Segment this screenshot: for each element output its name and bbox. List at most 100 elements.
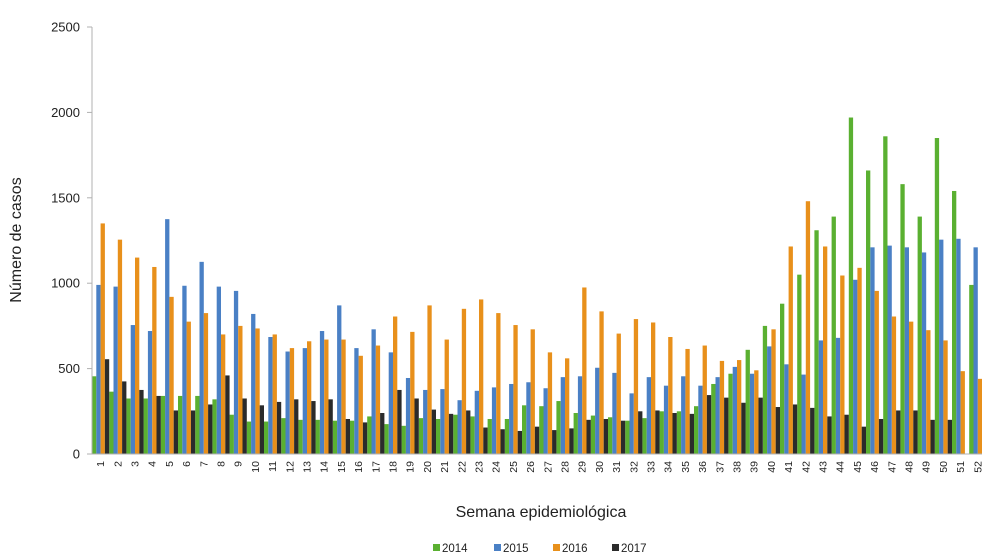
bar-2017-week-28 [569, 428, 574, 454]
bar-2016-week-33 [651, 322, 656, 454]
bar-2015-week-5 [165, 219, 170, 454]
x-tick-label: 31 [611, 461, 623, 473]
bar-2016-week-14 [324, 339, 329, 454]
bar-2017-week-34 [672, 413, 677, 454]
bar-2015-week-3 [130, 325, 135, 454]
bar-2016-week-45 [857, 267, 862, 454]
bar-2016-week-4 [152, 266, 157, 454]
bar-2016-week-22 [461, 308, 467, 454]
bar-2014-week-43 [814, 230, 819, 454]
bar-2015-week-48 [904, 247, 909, 454]
bar-2015-week-26 [526, 382, 531, 454]
bar-2017-week-50 [947, 419, 952, 454]
bar-2016-week-19 [410, 331, 415, 454]
bar-2017-week-44 [844, 414, 849, 454]
bar-2016-week-24 [496, 313, 501, 454]
x-tick-label: 13 [302, 461, 314, 473]
bar-2015-week-7 [199, 261, 204, 454]
bar-2016-week-26 [530, 329, 535, 454]
bar-2017-week-10 [259, 405, 264, 454]
bar-2016-week-12 [289, 348, 295, 454]
bar-2015-week-49 [921, 252, 927, 454]
bar-2014-week-28 [556, 401, 561, 454]
bar-2014-week-12 [281, 418, 286, 454]
bar-2017-week-31 [620, 420, 626, 454]
bar-2015-week-11 [268, 337, 273, 454]
bar-2015-week-42 [801, 374, 806, 454]
bar-2017-week-26 [534, 426, 540, 454]
bar-2016-week-51 [960, 371, 965, 454]
bar-2014-week-17 [367, 416, 372, 454]
y-tick-label: 1000 [51, 276, 80, 291]
legend-label-2015: 2015 [503, 543, 529, 555]
x-tick-label: 52 [972, 461, 982, 473]
bar-2014-week-29 [573, 413, 578, 454]
bar-2015-week-2 [113, 286, 118, 454]
x-tick-label: 39 [749, 461, 761, 473]
x-tick-label: 6 [181, 461, 193, 467]
bar-2016-week-34 [668, 337, 673, 454]
bar-2016-week-49 [926, 330, 931, 454]
bar-2014-week-21 [436, 418, 441, 454]
bar-2015-week-6 [182, 285, 187, 454]
legend-label-2014: 2014 [442, 543, 468, 555]
bar-2017-week-39 [758, 397, 763, 454]
bar-2014-week-3 [126, 398, 131, 454]
bar-2015-week-14 [319, 331, 325, 454]
bar-2014-week-4 [143, 398, 148, 454]
legend-swatch-2016 [553, 544, 560, 551]
bar-2017-week-3 [139, 389, 144, 454]
x-axis-title: Semana epidemiológica [456, 504, 627, 521]
bar-2016-week-23 [479, 299, 484, 454]
bar-2014-week-52 [969, 284, 974, 454]
bar-2014-week-1 [92, 376, 97, 454]
x-tick-label: 43 [818, 461, 830, 473]
bar-2015-week-50 [939, 239, 944, 454]
bar-2015-week-10 [251, 313, 256, 454]
bar-2015-week-13 [302, 348, 307, 454]
bar-2014-week-14 [315, 419, 320, 454]
x-tick-label: 28 [560, 461, 572, 473]
bar-2016-week-1 [100, 223, 105, 454]
bar-2016-week-20 [427, 305, 432, 454]
bar-2017-week-33 [655, 410, 660, 454]
bar-2016-week-18 [393, 316, 398, 454]
bar-2014-week-13 [298, 419, 303, 454]
bar-2015-week-25 [509, 383, 514, 454]
legend-swatch-2014 [433, 544, 440, 551]
x-tick-label: 33 [646, 461, 658, 473]
bar-2015-week-9 [233, 290, 239, 454]
bar-2017-week-48 [913, 410, 918, 454]
bar-2014-week-23 [470, 416, 475, 454]
bar-2017-week-16 [362, 422, 368, 454]
bar-2016-week-35 [685, 348, 690, 454]
x-tick-label: 19 [405, 461, 417, 473]
x-tick-label: 41 [783, 461, 795, 473]
bar-2015-week-16 [354, 348, 359, 454]
bar-2015-week-22 [457, 400, 462, 454]
bar-2017-week-27 [552, 430, 557, 454]
bar-2017-week-29 [586, 419, 591, 454]
bar-2015-week-36 [698, 385, 703, 454]
bar-2016-week-27 [547, 352, 553, 454]
bar-2016-week-5 [169, 296, 174, 454]
x-tick-label: 37 [714, 461, 726, 473]
bar-2014-week-51 [952, 190, 957, 454]
bar-2017-week-15 [345, 418, 350, 454]
bar-2014-week-41 [780, 303, 785, 454]
y-tick-label: 0 [73, 447, 80, 462]
bar-2014-week-37 [711, 383, 716, 454]
bar-2016-week-16 [358, 355, 363, 454]
bar-2017-week-20 [431, 409, 436, 454]
bar-2015-week-29 [577, 376, 583, 454]
bar-2014-week-33 [642, 418, 647, 454]
x-tick-label: 15 [336, 461, 348, 473]
bar-2016-week-37 [719, 360, 725, 454]
y-tick-label: 2000 [51, 105, 80, 120]
bar-2016-week-47 [891, 316, 897, 454]
bar-2014-week-40 [762, 325, 768, 454]
bar-2016-week-7 [203, 313, 209, 454]
bar-2016-week-21 [444, 339, 449, 454]
bar-2016-week-31 [616, 333, 621, 454]
x-tick-label: 42 [800, 461, 812, 473]
